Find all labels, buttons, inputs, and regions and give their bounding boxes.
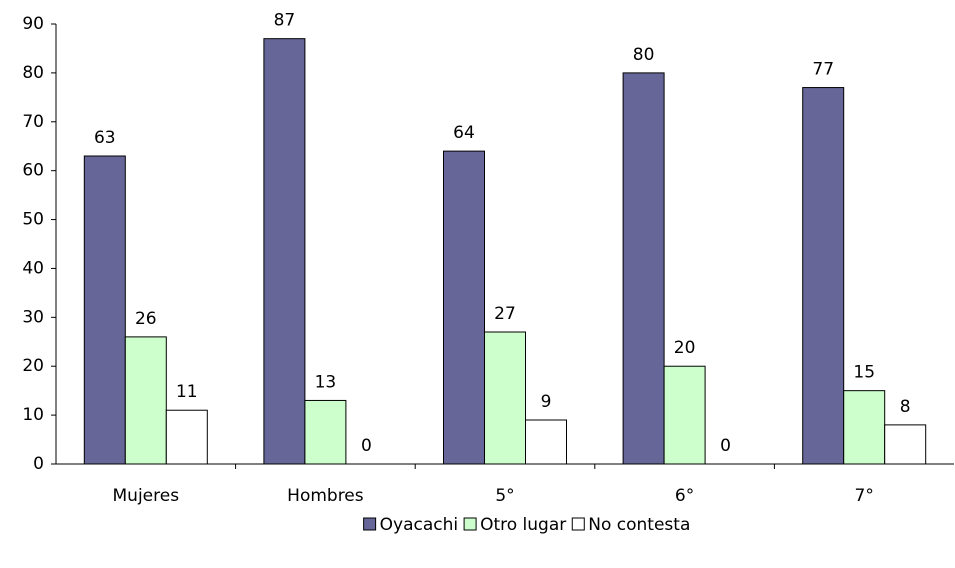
bar: [843, 390, 886, 465]
data-label: 0: [361, 436, 372, 456]
data-label: 0: [720, 436, 731, 456]
bar: [622, 72, 665, 465]
x-tick-label: 5°: [495, 486, 514, 506]
bar: [83, 155, 126, 465]
data-label: 15: [853, 363, 875, 383]
y-tick-label: 40: [22, 258, 44, 278]
y-tick-label: 30: [22, 307, 44, 327]
x-tick-label: Hombres: [287, 486, 364, 506]
data-label: 8: [900, 397, 911, 417]
bar: [304, 399, 347, 465]
data-label: 26: [135, 309, 157, 329]
bar: [443, 150, 485, 465]
y-tick-label: 50: [22, 210, 44, 230]
x-tick-label: 7°: [855, 486, 874, 506]
data-label: 64: [453, 123, 475, 143]
legend-label: Oyacachi: [380, 515, 458, 535]
bar: [663, 365, 706, 465]
data-label: 80: [633, 45, 655, 65]
bar: [525, 419, 567, 465]
bar: [484, 331, 526, 465]
data-label: 27: [494, 304, 516, 324]
data-label: 20: [674, 338, 696, 358]
data-label: 63: [94, 128, 116, 148]
y-tick-label: 0: [33, 454, 44, 474]
data-label: 9: [541, 392, 552, 412]
legend-label: No contesta: [588, 515, 690, 535]
y-tick-label: 20: [22, 356, 44, 376]
data-label: 77: [812, 60, 834, 80]
data-label: 13: [315, 372, 337, 392]
bar: [802, 87, 845, 465]
y-tick-label: 70: [22, 112, 44, 132]
legend-swatch: [571, 517, 585, 531]
y-tick-label: 90: [22, 14, 44, 34]
legend-label: Otro lugar: [480, 515, 566, 535]
x-tick-label: 6°: [675, 486, 694, 506]
x-tick-label: Mujeres: [113, 486, 180, 506]
data-label: 11: [176, 382, 198, 402]
y-tick-label: 10: [22, 405, 44, 425]
bar: [165, 409, 208, 465]
legend-swatch: [363, 517, 377, 531]
y-tick-label: 80: [22, 63, 44, 83]
bar: [124, 336, 167, 465]
y-tick-label: 60: [22, 161, 44, 181]
data-label: 87: [274, 11, 296, 31]
bar: [884, 424, 927, 465]
bar: [263, 38, 306, 465]
legend-swatch: [463, 517, 477, 531]
